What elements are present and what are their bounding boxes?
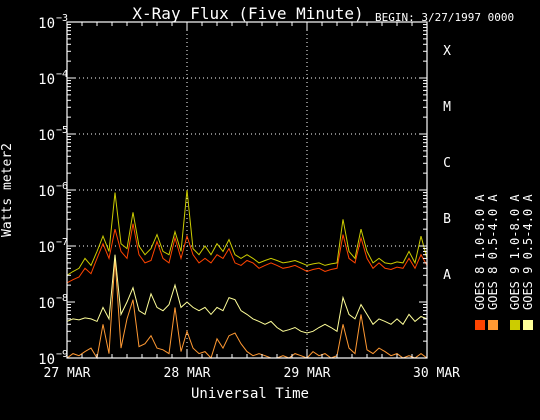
y-axis-label: Watts meter2	[0, 143, 15, 237]
x-tick-label: 28 MAR	[164, 366, 211, 381]
data-series	[66, 189, 428, 360]
series-line	[66, 258, 428, 360]
legend-swatch	[488, 320, 498, 330]
legend-label: GOES 8 0.5-4.0 A	[486, 194, 500, 310]
y-tick-exponent: −4	[56, 69, 68, 80]
y-tick-label: 10	[38, 184, 55, 200]
y-tick-label: 10	[38, 240, 55, 256]
legend-swatch	[475, 320, 485, 330]
y-tick-label: 10	[38, 128, 55, 144]
series-line	[66, 223, 428, 284]
flare-class-label: B	[443, 212, 451, 227]
chart-title: X-Ray Flux (Five Minute)	[132, 4, 363, 23]
y-tick-exponent: −9	[56, 349, 68, 360]
flare-class-label: A	[443, 268, 451, 283]
legend-label: GOES 8 1.0-8.0 A	[473, 194, 487, 310]
begin-date-label: BEGIN: 3/27/1997 0000	[375, 11, 514, 24]
series-line	[66, 254, 428, 334]
legend: GOES 8 1.0-8.0 A GOES 8 0.5-4.0 A GOES 9 1…	[473, 194, 535, 330]
flare-class-label: M	[443, 100, 451, 115]
flare-class-labels: A B C M X	[443, 44, 451, 283]
legend-label: GOES 9 0.5-4.0 A	[521, 194, 535, 310]
legend-label: GOES 9 1.0-8.0 A	[508, 194, 522, 310]
y-axis-ticks: 10−910−810−710−610−510−410−3	[38, 13, 427, 368]
y-tick-exponent: −6	[56, 181, 68, 192]
x-axis-label: Universal Time	[191, 386, 309, 402]
x-tick-label: 30 MAR	[413, 366, 460, 381]
flare-class-label: C	[443, 156, 451, 171]
legend-swatch	[510, 320, 520, 330]
y-tick-label: 10	[38, 352, 55, 368]
x-tick-label: 29 MAR	[284, 366, 331, 381]
y-tick-label: 10	[38, 16, 55, 32]
x-axis-ticks: 27 MAR 28 MAR 29 MAR 30 MAR	[44, 22, 460, 381]
flare-class-label: X	[443, 44, 451, 59]
y-tick-exponent: −7	[56, 237, 68, 248]
y-tick-label: 10	[38, 72, 55, 88]
series-line	[66, 189, 428, 276]
y-tick-exponent: −5	[56, 125, 68, 136]
y-tick-exponent: −8	[56, 293, 68, 304]
y-tick-label: 10	[38, 296, 55, 312]
y-tick-exponent: −3	[56, 13, 68, 24]
x-tick-label: 27 MAR	[44, 366, 91, 381]
legend-swatch	[523, 320, 533, 330]
